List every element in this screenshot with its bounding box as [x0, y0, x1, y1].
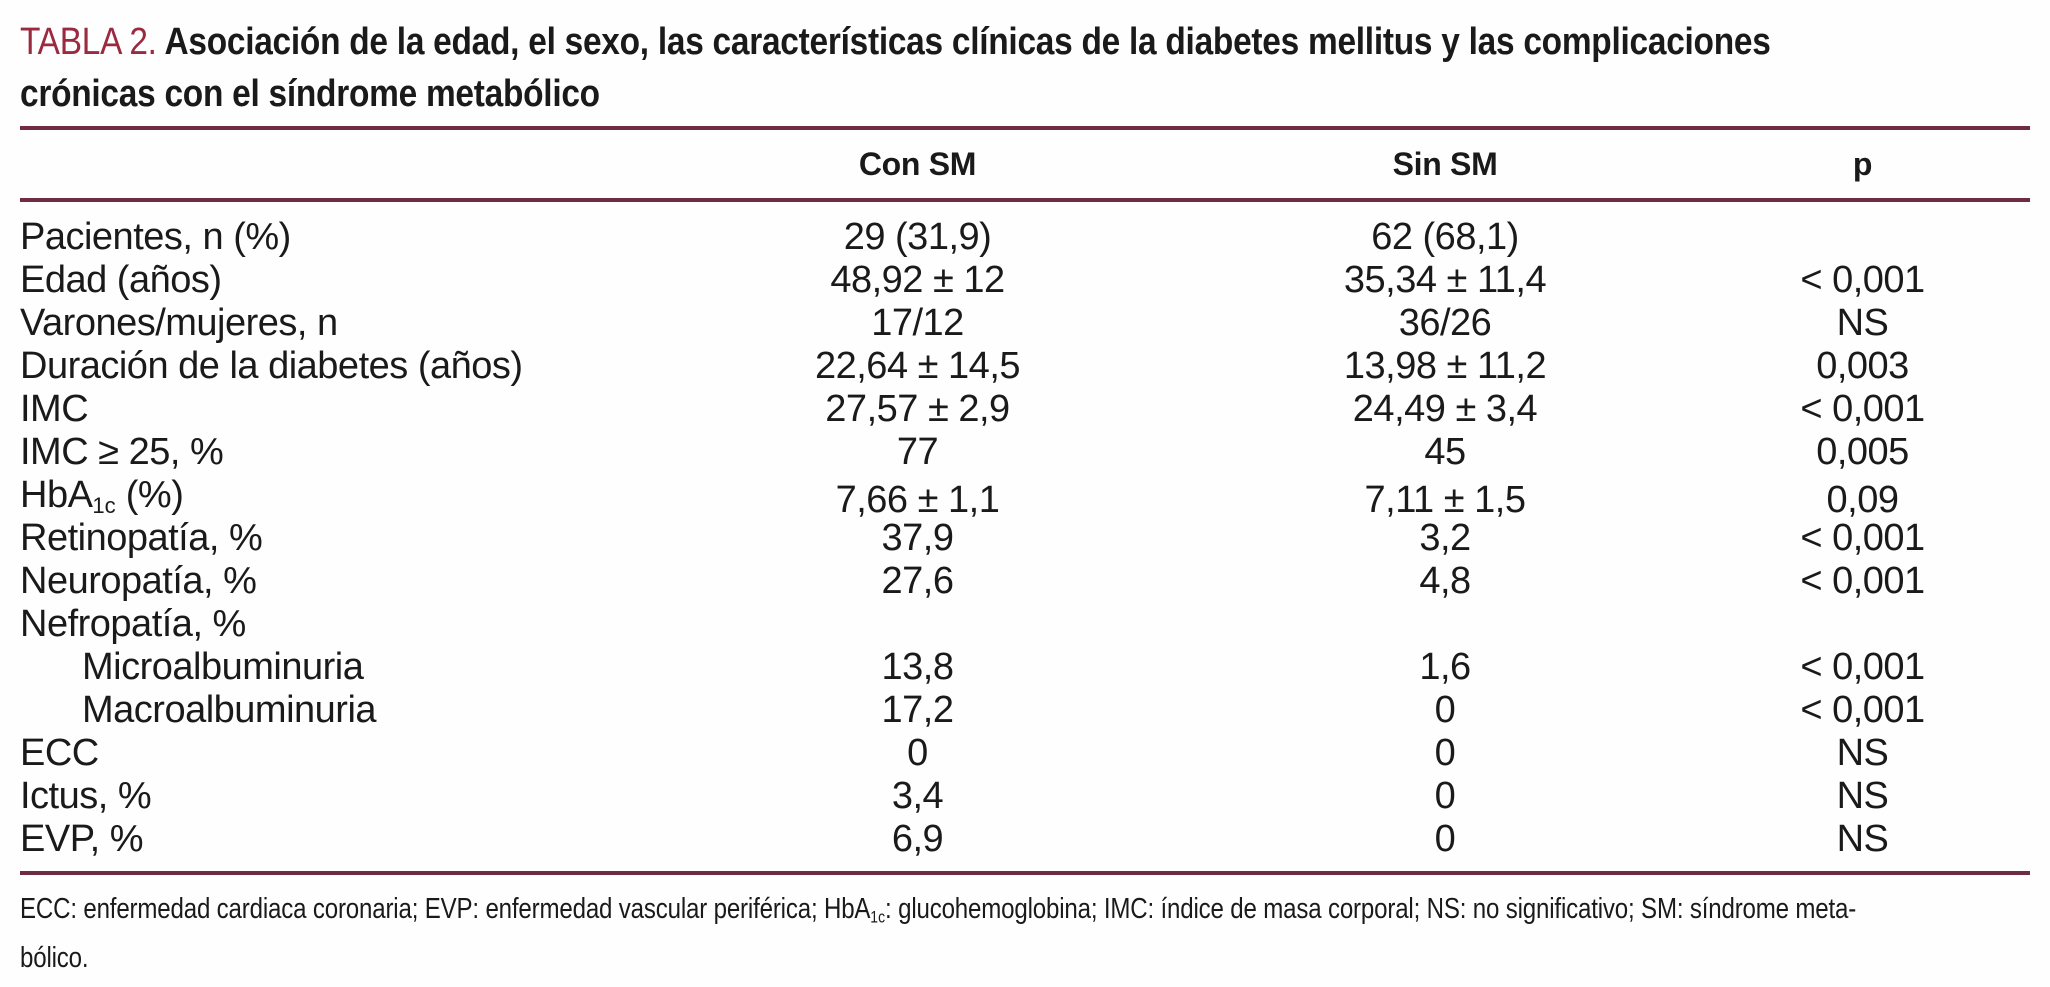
table-title-line1-wrap: TABLA 2. Asociación de la edad, el sexo,…	[20, 16, 1789, 68]
table-title-line2: crónicas con el síndrome metabólico	[20, 73, 600, 115]
table-title-line1: Asociación de la edad, el sexo, las cara…	[164, 21, 1771, 63]
value-p: < 0,001	[1800, 646, 1925, 688]
row-label: ECC	[20, 732, 99, 774]
value-sin-sm: 13,98 ± 11,2	[1343, 345, 1547, 387]
value-con-sm: 0	[907, 732, 928, 774]
row-label: Microalbuminuria	[82, 646, 364, 688]
value-con-sm: 7,66 ± 1,1	[835, 479, 1000, 522]
value-p: 0,09	[1826, 479, 1899, 522]
row-label: Retinopatía, %	[20, 517, 263, 559]
table-row: EVP, % 6,9 0 NS	[20, 818, 2030, 861]
table-row: IMC 27,57 ± 2,9 24,49 ± 3,4 < 0,001	[20, 388, 2030, 431]
value-con-sm: 77	[896, 431, 939, 473]
row-label: IMC ≥ 25, %	[20, 431, 224, 473]
table-title: TABLA 2. Asociación de la edad, el sexo,…	[20, 16, 1789, 120]
table-row: Nefropatía, %	[20, 603, 2030, 646]
row-label: Ictus, %	[20, 775, 152, 817]
value-con-sm: 48,92 ± 12	[830, 259, 1005, 301]
value-sin-sm: 4,8	[1419, 560, 1471, 602]
value-sin-sm: 7,11 ± 1,5	[1364, 479, 1526, 522]
value-p: NS	[1836, 775, 1889, 817]
table-row: HbA1c (%) 7,66 ± 1,1 7,11 ± 1,5 0,09	[20, 474, 2030, 521]
value-p: NS	[1836, 732, 1889, 774]
table-row: Neuropatía, % 27,6 4,8 < 0,001	[20, 560, 2030, 603]
table-row: Macroalbuminuria 17,2 0 < 0,001	[20, 689, 2030, 732]
bottom-rule	[20, 871, 2030, 875]
row-label: Neuropatía, %	[20, 560, 257, 602]
value-p: < 0,001	[1800, 689, 1925, 731]
row-label: Macroalbuminuria	[82, 689, 377, 731]
table-footnote: ECC: enfermedad cardiaca coronaria; EVP:…	[20, 889, 1857, 979]
table-body: Pacientes, n (%) 29 (31,9) 62 (68,1) Edad (…	[20, 202, 2030, 871]
table-row: Pacientes, n (%) 29 (31,9) 62 (68,1)	[20, 216, 2030, 259]
value-p: < 0,001	[1800, 388, 1925, 430]
value-p: 0,003	[1816, 345, 1909, 387]
value-sin-sm: 0	[1434, 732, 1456, 774]
value-sin-sm: 0	[1434, 818, 1456, 860]
header-rule	[20, 198, 2030, 202]
col-header-p: p	[1852, 145, 1873, 182]
value-con-sm: 22,64 ± 14,5	[814, 345, 1021, 387]
value-sin-sm: 36/26	[1398, 302, 1492, 344]
value-p: < 0,001	[1800, 259, 1925, 301]
row-label: Edad (años)	[20, 259, 222, 301]
value-p: 0,005	[1816, 431, 1909, 473]
table-row: Retinopatía, % 37,9 3,2 < 0,001	[20, 517, 2030, 560]
value-sin-sm: 0	[1434, 689, 1456, 731]
value-con-sm: 37,9	[881, 517, 954, 559]
footnote-line: bólico.	[20, 941, 89, 974]
value-sin-sm: 35,34 ± 11,4	[1343, 259, 1547, 301]
row-label: EVP, %	[20, 818, 144, 860]
value-sin-sm: 3,2	[1419, 517, 1471, 559]
value-con-sm: 27,6	[881, 560, 954, 602]
row-label: Varones/mujeres, n	[20, 302, 338, 344]
col-header-sin-sm: Sin SM	[1392, 145, 1498, 182]
value-sin-sm: 0	[1434, 775, 1456, 817]
table-row: Duración de la diabetes (años) 22,64 ± 14…	[20, 345, 2030, 388]
value-p: NS	[1836, 302, 1889, 344]
table-row: Ictus, % 3,4 0 NS	[20, 775, 2030, 818]
table-row: Microalbuminuria 13,8 1,6 < 0,001	[20, 646, 2030, 689]
row-label: IMC	[20, 388, 89, 430]
value-p: NS	[1836, 818, 1889, 860]
value-p: < 0,001	[1800, 560, 1925, 602]
value-sin-sm: 24,49 ± 3,4	[1352, 388, 1538, 430]
table-number-label: TABLA 2.	[20, 21, 157, 63]
table-row: ECC 0 0 NS	[20, 732, 2030, 775]
value-p: < 0,001	[1800, 517, 1925, 559]
value-con-sm: 17,2	[881, 689, 954, 731]
value-con-sm: 29 (31,9)	[843, 216, 992, 258]
value-sin-sm: 62 (68,1)	[1371, 216, 1519, 258]
row-label: Nefropatía, %	[20, 603, 246, 645]
footnote-line: ECC: enfermedad cardiaca coronaria; EVP:…	[20, 893, 1857, 927]
table-row: Varones/mujeres, n 17/12 36/26 NS	[20, 302, 2030, 345]
value-con-sm: 6,9	[891, 818, 944, 860]
table-row: IMC ≥ 25, % 77 45 0,005	[20, 431, 2030, 474]
table-row: Edad (años) 48,92 ± 12 35,34 ± 11,4 < 0,001	[20, 259, 2030, 302]
table-header-row: Con SM Sin SM p	[20, 130, 2030, 198]
row-label: Duración de la diabetes (años)	[20, 345, 523, 387]
row-label: HbA1c (%)	[20, 474, 184, 519]
row-label: Pacientes, n (%)	[20, 216, 291, 258]
value-sin-sm: 1,6	[1419, 646, 1471, 688]
value-sin-sm: 45	[1424, 431, 1466, 473]
value-con-sm: 3,4	[891, 775, 944, 817]
value-con-sm: 27,57 ± 2,9	[825, 388, 1010, 430]
top-rule	[20, 126, 2030, 130]
col-header-con-sm: Con SM	[858, 145, 977, 182]
value-con-sm: 17/12	[871, 302, 964, 344]
value-con-sm: 13,8	[881, 646, 954, 688]
